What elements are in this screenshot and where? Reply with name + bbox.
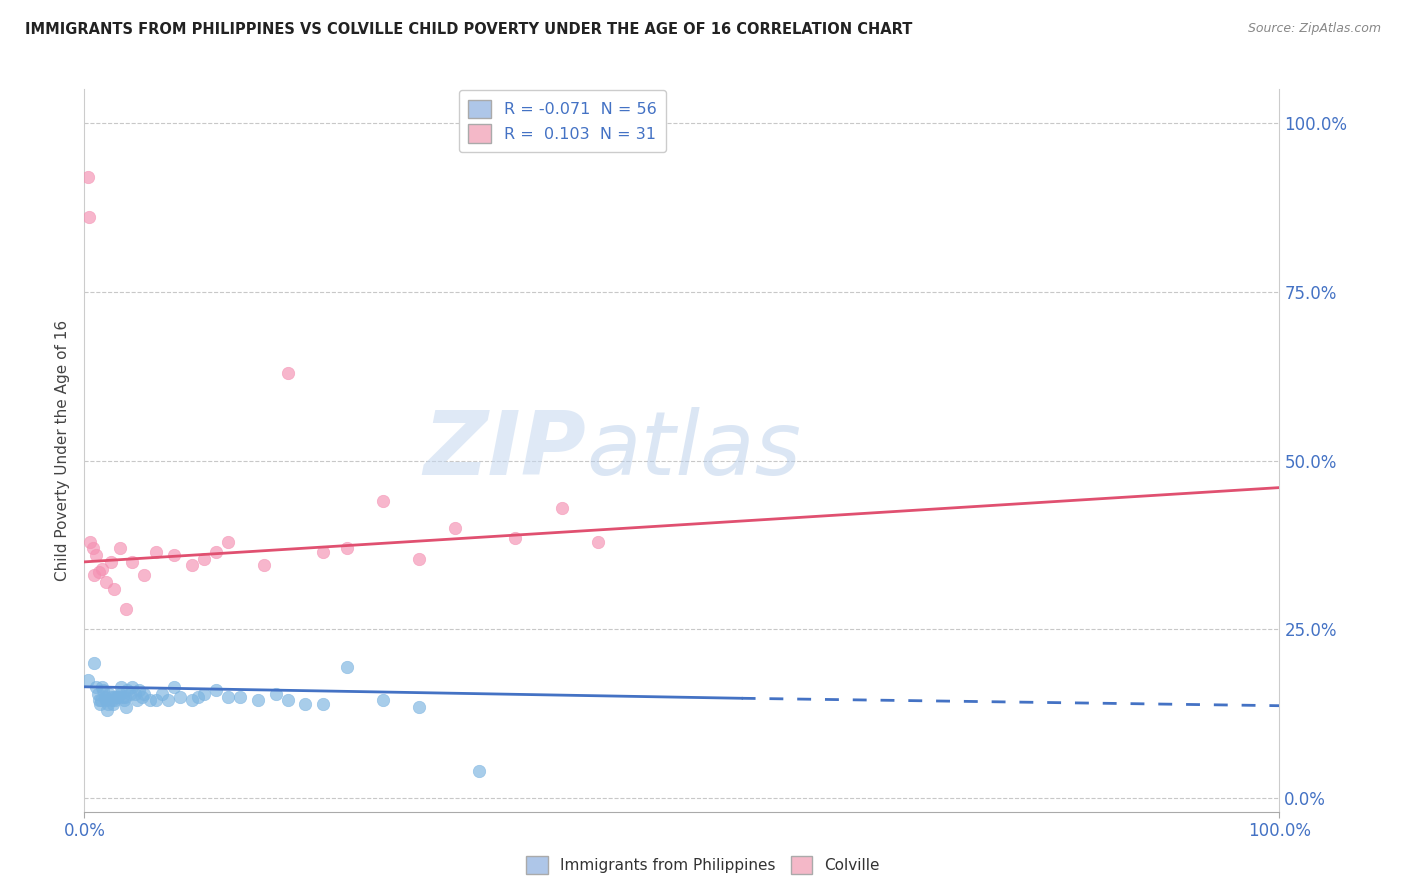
- Point: [124, 687, 146, 701]
- Point: [193, 687, 215, 701]
- Point: [114, 690, 136, 704]
- Point: [93, 683, 115, 698]
- Point: [121, 680, 143, 694]
- Point: [551, 500, 574, 515]
- Point: [77, 673, 100, 687]
- Point: [100, 555, 122, 569]
- Point: [157, 693, 180, 707]
- Point: [111, 690, 134, 704]
- Text: Source: ZipAtlas.com: Source: ZipAtlas.com: [1247, 22, 1381, 36]
- Point: [132, 687, 156, 701]
- Point: [150, 687, 173, 701]
- Point: [408, 700, 430, 714]
- Point: [588, 534, 610, 549]
- Point: [336, 541, 359, 556]
- Text: atlas: atlas: [586, 408, 801, 493]
- Point: [468, 764, 491, 779]
- Point: [229, 690, 252, 704]
- Point: [94, 575, 117, 590]
- Point: [90, 693, 112, 707]
- Point: [253, 558, 276, 573]
- Point: [110, 680, 132, 694]
- Point: [408, 551, 430, 566]
- Point: [169, 690, 191, 704]
- Point: [163, 548, 186, 562]
- Point: [125, 693, 148, 707]
- Point: [118, 687, 141, 701]
- Point: [103, 582, 125, 596]
- Point: [112, 693, 135, 707]
- Point: [87, 693, 110, 707]
- Point: [139, 693, 162, 707]
- Point: [104, 693, 127, 707]
- Point: [105, 690, 128, 704]
- Point: [82, 541, 104, 556]
- Point: [312, 697, 335, 711]
- Point: [110, 687, 132, 701]
- Point: [312, 545, 335, 559]
- Point: [89, 697, 111, 711]
- Point: [217, 690, 239, 704]
- Point: [246, 693, 269, 707]
- Point: [97, 697, 120, 711]
- Point: [277, 366, 299, 380]
- Point: [115, 602, 138, 616]
- Point: [131, 690, 153, 704]
- Point: [91, 680, 114, 694]
- Point: [503, 531, 526, 545]
- Point: [94, 693, 117, 707]
- Point: [83, 568, 105, 582]
- Point: [145, 693, 167, 707]
- Point: [205, 545, 228, 559]
- Point: [187, 690, 209, 704]
- Point: [217, 534, 239, 549]
- Point: [373, 693, 395, 707]
- Point: [87, 565, 110, 579]
- Point: [107, 690, 129, 704]
- Point: [117, 683, 139, 698]
- Text: ZIP: ZIP: [423, 407, 586, 494]
- Text: IMMIGRANTS FROM PHILIPPINES VS COLVILLE CHILD POVERTY UNDER THE AGE OF 16 CORREL: IMMIGRANTS FROM PHILIPPINES VS COLVILLE …: [25, 22, 912, 37]
- Point: [205, 683, 228, 698]
- Point: [86, 687, 108, 701]
- Point: [79, 534, 101, 549]
- Point: [264, 687, 287, 701]
- Point: [91, 561, 114, 575]
- Point: [77, 211, 100, 225]
- Point: [121, 555, 143, 569]
- Point: [110, 541, 132, 556]
- Point: [294, 697, 316, 711]
- Point: [77, 169, 100, 184]
- Point: [277, 693, 299, 707]
- Legend: Immigrants from Philippines, Colville: Immigrants from Philippines, Colville: [520, 850, 886, 880]
- Point: [86, 548, 108, 562]
- Point: [163, 680, 186, 694]
- Point: [373, 494, 395, 508]
- Point: [83, 656, 105, 670]
- Point: [100, 690, 122, 704]
- Point: [103, 690, 125, 704]
- Point: [96, 703, 118, 717]
- Point: [128, 683, 150, 698]
- Point: [101, 693, 124, 707]
- Point: [444, 521, 467, 535]
- Point: [336, 659, 359, 673]
- Point: [181, 693, 204, 707]
- Point: [98, 687, 121, 701]
- Point: [193, 551, 215, 566]
- Point: [181, 558, 204, 573]
- Point: [145, 545, 167, 559]
- Legend: R = -0.071  N = 56, R =  0.103  N = 31: R = -0.071 N = 56, R = 0.103 N = 31: [458, 90, 666, 153]
- Point: [132, 568, 156, 582]
- Point: [115, 700, 138, 714]
- Point: [101, 697, 124, 711]
- Y-axis label: Child Poverty Under the Age of 16: Child Poverty Under the Age of 16: [55, 320, 70, 581]
- Point: [86, 680, 108, 694]
- Point: [93, 690, 115, 704]
